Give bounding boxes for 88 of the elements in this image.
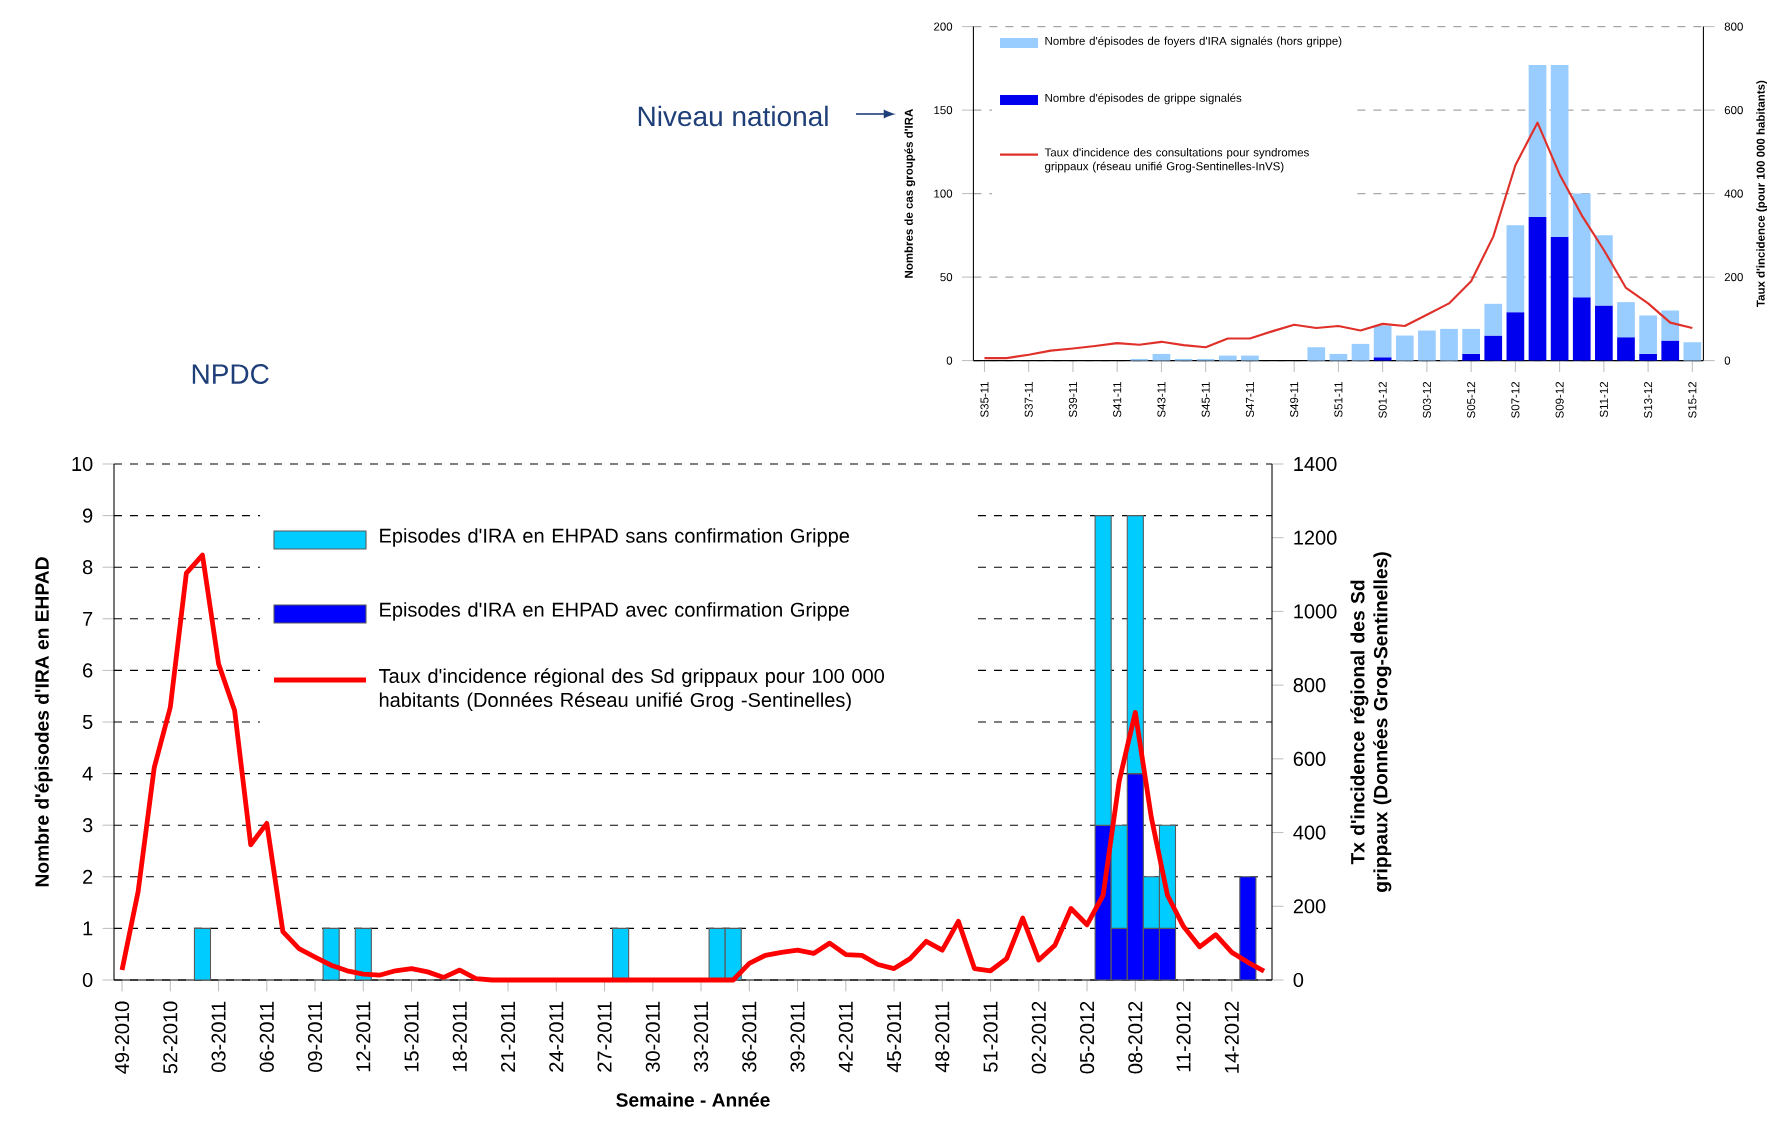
y-tick-label: 6 [83,663,93,678]
y2-tick-label: 1000 [1294,604,1337,619]
bar [1506,312,1525,361]
text: Niveau national [638,105,828,127]
bar [1639,353,1657,361]
legend-label: Episodes d'IRA en EHPAD sans confirmation Grippe [380,528,850,547]
line-series [983,121,1694,360]
bar [1595,305,1613,361]
y-tick-label: 4 [82,766,93,781]
bar [1484,335,1503,361]
x-tick-label: 30-2011 [645,1001,660,1072]
bar [1617,302,1635,338]
bar [1683,342,1702,361]
bar [1639,315,1657,354]
y-tick-label: 1 [83,921,93,936]
bar [1550,65,1569,238]
bar [1373,325,1392,358]
legend-label: Episodes d'IRA en EHPAD avec confirmation Grippe [380,602,850,621]
bar [1484,303,1503,336]
y-tick-label: 7 [83,611,93,626]
bar [1617,337,1635,361]
y2-tick-label: 200 [1293,899,1326,914]
x-tick-label: 27-2011 [597,1001,612,1072]
bar [1661,310,1680,341]
bar [1528,65,1547,217]
x-axis-title: Semaine - Année [616,1092,770,1107]
bar [1307,347,1326,361]
bar [193,927,212,981]
x-tick-label: 18-2011 [452,1001,467,1072]
x-tick-label: 03-2011 [211,1001,226,1072]
x-tick-label: 48-2011 [935,1001,950,1073]
y2-tick-label: 800 [1293,678,1326,693]
bar [1506,225,1525,313]
bar [1418,330,1436,361]
y-tick-label: 5 [82,715,93,729]
chart-title: NPDC [192,364,269,384]
y-tick-label: 2 [83,869,93,884]
x-tick-label: 24-2011 [549,1001,564,1072]
bar [1550,237,1569,361]
x-tick-label: 08-2012 [1128,1001,1143,1074]
bar [612,927,630,981]
bar [1351,343,1370,361]
bar [1595,235,1613,306]
y-tick-label: 0 [82,972,93,988]
x-tick-label: 15-2011 [404,1001,419,1072]
bar [1462,328,1480,354]
y2-axis-title: Tx d'incidence régional des Sd grippaux (Données Grog-Sentinelles) [1350,552,1392,892]
bar [1440,328,1458,361]
y2-tick-label: 1200 [1294,530,1337,545]
y2-tick-label: 0 [1293,972,1304,988]
x-tick-label: 33-2011 [693,1001,709,1072]
x-tick-label: 12-2011 [356,1001,371,1072]
y-tick-label: 9 [83,508,93,523]
bar [1218,355,1237,361]
y2-tick-label: 1400 [1294,456,1337,472]
x-tick-label: 09-2011 [307,1001,323,1072]
x-tick-label: 49-2010 [114,1001,130,1074]
y2-tick-label: 400 [1293,825,1326,840]
bar [1239,876,1257,981]
x-tick-label: 02-2012 [1031,1001,1046,1074]
x-tick-label: 06-2011 [259,1001,274,1072]
y-tick-label: 3 [82,818,93,833]
x-tick-label: 51-2011 [983,1001,998,1072]
bar [1572,297,1591,361]
x-tick-label: 21-2011 [500,1001,516,1072]
bar [1241,355,1259,361]
bar [1329,353,1348,361]
x-tick-label: 36-2011 [742,1001,757,1072]
x-tick-label: 45-2011 [886,1001,902,1073]
bar [354,927,372,981]
x-tick-label: 05-2012 [1079,1001,1095,1074]
x-tick-label: 11-2012 [1176,1001,1191,1072]
x-tick-label: 14-2012 [1224,1001,1239,1073]
x-tick-label: 42-2011 [838,1001,853,1073]
x-tick-label: 52-2010 [163,1001,178,1074]
bar [1661,340,1680,361]
bar [1152,353,1171,361]
y2-tick-label: 600 [1293,751,1326,766]
bar [1528,216,1547,361]
y-tick-label: 10 [72,456,93,472]
legend-label: Taux d'incidence régional des Sd grippaux pour 100 000 habitants (Données Réseau unifié Grog -Sentinelles) [379,668,885,711]
y-axis-title: Nombre d'épisodes d'IRA en EHPAD [34,557,53,887]
bar [1572,193,1591,298]
x-tick-label: 39-2011 [790,1001,805,1072]
bar [1462,353,1480,361]
bar [1395,335,1414,361]
bar [322,927,340,981]
y-tick-label: 8 [82,560,93,575]
